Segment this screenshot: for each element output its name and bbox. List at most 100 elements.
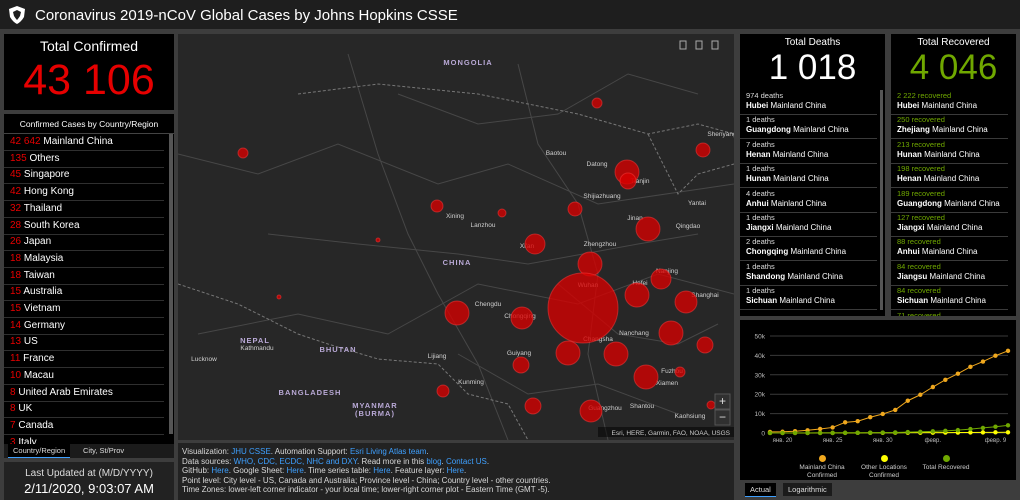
item-country: Mainland China	[921, 247, 978, 257]
country-row[interactable]: 3 Italy	[4, 435, 164, 444]
case-bubble[interactable]	[237, 147, 249, 159]
item-region: Henan	[897, 174, 922, 184]
case-bubble[interactable]	[436, 384, 450, 398]
country-row[interactable]: 42 Hong Kong	[4, 184, 164, 202]
case-bubble[interactable]	[567, 201, 583, 217]
zoom-button[interactable]	[714, 393, 731, 410]
country-row[interactable]: 7 Canada	[4, 418, 164, 435]
map-tool-bookmark[interactable]	[677, 39, 689, 51]
case-bubble[interactable]	[624, 282, 650, 308]
country-row[interactable]: 26 Japan	[4, 234, 164, 252]
zoom-label[interactable]: +	[719, 394, 726, 408]
series-point	[868, 430, 873, 435]
scrollbar	[169, 134, 173, 434]
case-bubble[interactable]	[603, 341, 629, 367]
footer-link[interactable]: Here	[446, 466, 464, 476]
country-row[interactable]: 10 Macau	[4, 368, 164, 385]
case-bubble[interactable]	[635, 216, 661, 242]
footer-link[interactable]: WHO, CDC, ECDC, NHC and DXY	[233, 456, 358, 466]
chart-tab[interactable]: Logarithmic	[783, 483, 832, 496]
country-row[interactable]: 11 France	[4, 351, 164, 369]
footer-text: Visualization:	[182, 447, 232, 456]
case-bubble[interactable]	[695, 142, 711, 158]
case-bubble[interactable]	[497, 208, 507, 218]
case-bubble[interactable]	[430, 199, 444, 213]
tool-glyph	[711, 40, 719, 50]
footer-link[interactable]: blog	[426, 456, 442, 466]
case-bubble[interactable]	[276, 294, 282, 300]
confirmed-list-panel: Confirmed Cases by Country/Region 42 642…	[4, 114, 174, 444]
country-row[interactable]: 8 United Arab Emirates	[4, 385, 164, 402]
case-bubble[interactable]	[524, 233, 546, 255]
zoom-label[interactable]: −	[719, 410, 726, 424]
case-bubble[interactable]	[633, 364, 659, 390]
case-bubble[interactable]	[674, 366, 686, 378]
country-row[interactable]: 18 Taiwan	[4, 268, 164, 285]
tab[interactable]: City, St/Prov	[83, 446, 125, 455]
country-row[interactable]: 45 Singapore	[4, 167, 164, 185]
series-point	[792, 430, 798, 436]
case-bubble[interactable]	[512, 356, 530, 374]
case-bubble[interactable]	[658, 320, 684, 346]
series-point	[1005, 430, 1011, 435]
case-bubble[interactable]	[555, 340, 581, 366]
footer-link[interactable]: Here	[373, 466, 391, 476]
map[interactable]: MONGOLIA CHINA NEPAL BHUTAN BANGLADESH MYANMA…	[178, 34, 734, 440]
case-bubble[interactable]	[591, 97, 603, 109]
case-bubble[interactable]	[706, 400, 716, 410]
footer-link[interactable]: Here	[211, 466, 229, 476]
item-count: 71 recovered	[897, 310, 941, 316]
country-row[interactable]: 135 Others	[4, 151, 164, 168]
country-row[interactable]: 8 UK	[4, 401, 164, 419]
tab[interactable]: Country/Region	[8, 444, 71, 458]
case-bubble[interactable]	[696, 336, 714, 354]
country-name: US	[23, 336, 38, 348]
country-name: Vietnam	[23, 303, 61, 314]
case-bubble[interactable]	[510, 306, 534, 330]
footer-link[interactable]: Contact US	[445, 456, 487, 466]
footer-link[interactable]: Esri Living Atlas team	[349, 447, 427, 456]
case-bubble[interactable]	[524, 397, 542, 415]
item-place: Guangdong Mainland China	[897, 199, 1008, 208]
y-tick-label: 0	[761, 431, 765, 438]
case-bubble[interactable]	[579, 399, 603, 423]
country-count: 42	[10, 186, 22, 198]
series-point	[868, 415, 873, 420]
series-point	[780, 430, 785, 436]
case-bubble[interactable]	[674, 290, 698, 314]
zoom-button[interactable]	[714, 409, 731, 426]
country-row[interactable]: 15 Vietnam	[4, 301, 164, 318]
case-bubble[interactable]	[650, 268, 672, 290]
series-point	[817, 426, 823, 432]
case-bubble[interactable]	[547, 272, 619, 344]
item-count: 2 222 recovered	[897, 91, 952, 100]
country-row[interactable]: 15 Australia	[4, 284, 164, 302]
country-row[interactable]: 14 Germany	[4, 318, 164, 335]
country-row[interactable]: 42 642 Mainland China	[4, 134, 164, 151]
city-label: Tianjin	[631, 178, 650, 185]
item-region: Hubei	[746, 101, 769, 110]
last-updated-value: 2/11/2020, 9:03:07 AM	[24, 481, 154, 496]
item-country: Mainland China	[793, 125, 849, 135]
chart-tab[interactable]: Actual	[745, 483, 776, 497]
map-tool-grid[interactable]	[709, 39, 721, 51]
map-tool-list[interactable]	[693, 39, 705, 51]
case-bubble[interactable]	[444, 300, 470, 326]
country-row[interactable]: 28 South Korea	[4, 218, 164, 235]
list-tabs: Country/Region City, St/Prov	[4, 444, 174, 458]
series-point	[880, 430, 885, 435]
recovered-item: 250 recovered Zhejiang Mainland China	[891, 114, 1008, 140]
country-row[interactable]: 18 Malaysia	[4, 251, 164, 268]
item-count: 1 deaths	[746, 261, 775, 271]
case-bubble[interactable]	[375, 237, 381, 243]
footer-link[interactable]: JHU CSSE	[231, 447, 271, 456]
country-name: Macau	[23, 369, 54, 381]
country-row[interactable]: 13 US	[4, 334, 164, 352]
country-row[interactable]: 32 Thailand	[4, 201, 164, 218]
case-bubble[interactable]	[577, 251, 603, 277]
item-count: 250 recovered	[897, 115, 945, 125]
city-label: Qingdao	[676, 223, 701, 230]
series-point	[968, 426, 973, 432]
footer-link[interactable]: Here	[286, 466, 304, 476]
case-bubble[interactable]	[619, 172, 637, 190]
